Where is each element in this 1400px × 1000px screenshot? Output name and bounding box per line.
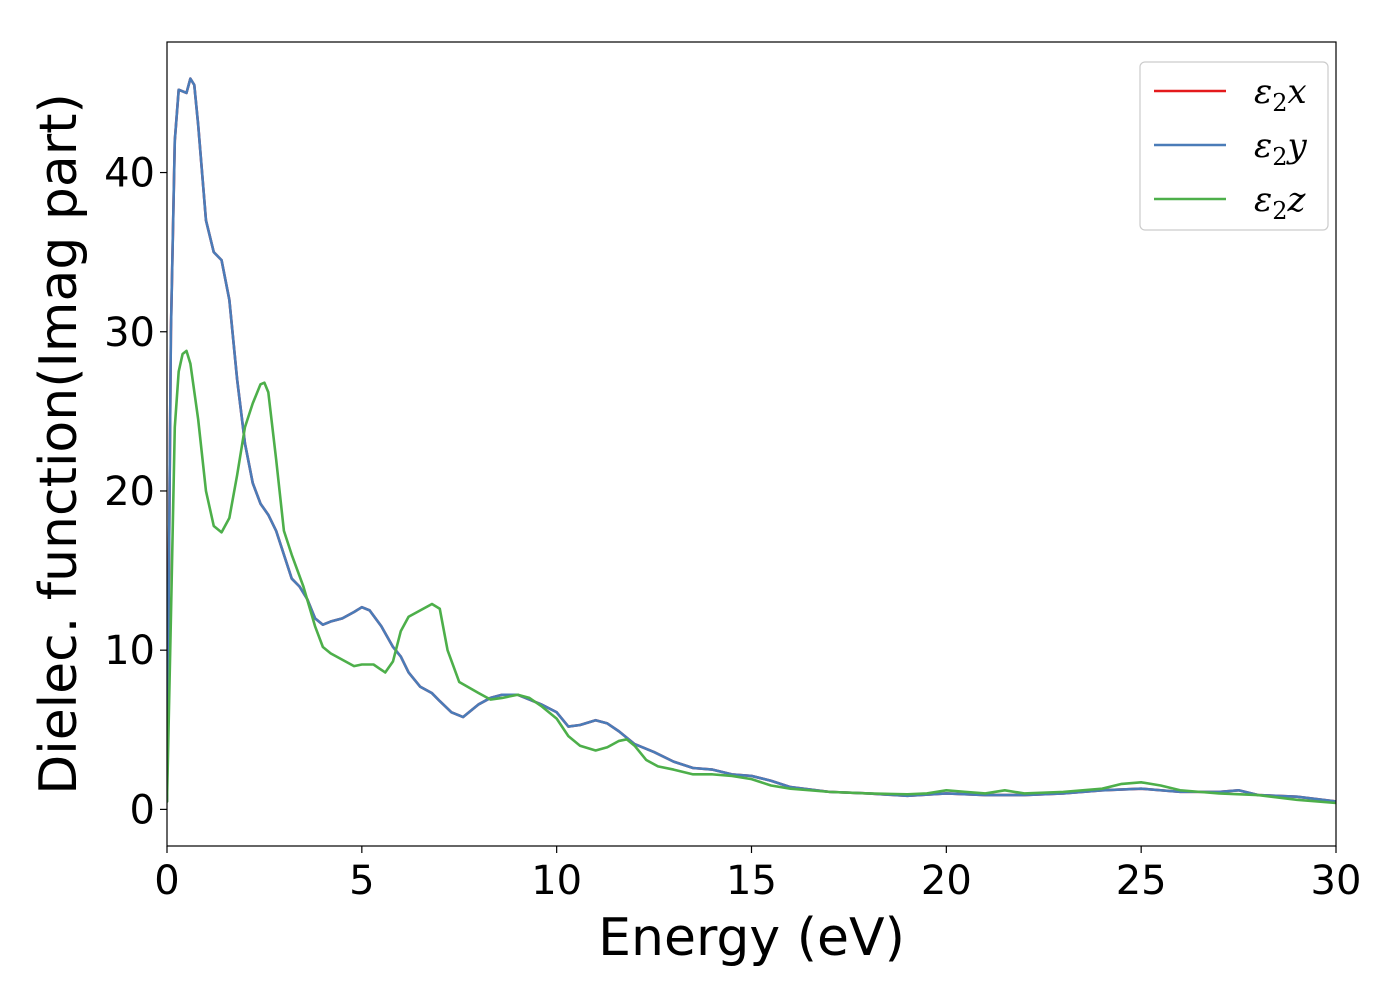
x-axis-label: Energy (eV): [598, 908, 905, 968]
y-tick-label: 10: [104, 628, 155, 674]
x-tick-label: 25: [1116, 858, 1167, 904]
x-axis-ticks: 0 5 10 15 20 25 30: [154, 846, 1361, 904]
legend-label-y: ε2y: [1254, 126, 1308, 171]
y-tick-label: 30: [104, 310, 155, 356]
x-tick-label: 30: [1311, 858, 1362, 904]
x-tick-label: 0: [154, 858, 179, 904]
legend: ε2x ε2y ε2z: [1139, 61, 1329, 231]
x-tick-label: 5: [349, 858, 374, 904]
x-tick-label: 15: [726, 858, 777, 904]
plot-area: [167, 77, 1336, 805]
y-axis-ticks: 0 10 20 30 40: [104, 151, 167, 833]
x-tick-label: 20: [921, 858, 972, 904]
y-tick-label: 0: [130, 787, 155, 833]
legend-label-z: ε2z: [1254, 180, 1307, 225]
legend-box: [1139, 61, 1329, 231]
y-axis-label: Dielec. function(Imag part): [29, 93, 89, 795]
y-tick-label: 20: [104, 469, 155, 515]
x-tick-label: 10: [531, 858, 582, 904]
legend-label-x: ε2x: [1254, 72, 1307, 117]
y-tick-label: 40: [104, 151, 155, 197]
series-line-z: [167, 349, 1336, 805]
